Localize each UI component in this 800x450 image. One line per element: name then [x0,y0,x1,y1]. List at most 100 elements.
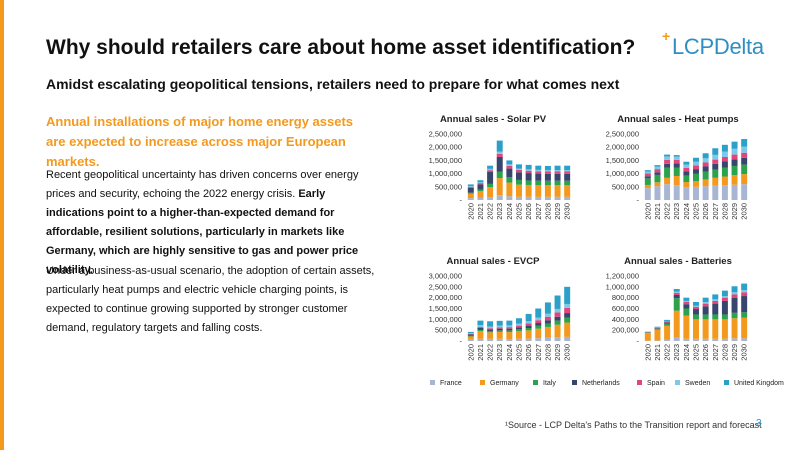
bar-spain-2020 [467,186,474,188]
logo-plus-icon: + [662,28,671,44]
bar-netherlands-2026 [525,325,532,328]
bar-germany-2027 [712,177,719,186]
legend-item-france: France [430,380,462,387]
bar-spain-2025 [516,325,522,328]
bar-netherlands-2030 [564,173,571,181]
bar-germany-2026 [702,179,709,187]
bar-france-2020 [467,198,474,200]
y-tick-label: 2,500,000 [429,130,462,139]
bar-france-2023 [496,195,503,200]
x-tick-label: 2026 [701,203,710,220]
bar-spain-2030 [564,307,571,314]
x-tick-label: 2030 [740,344,749,361]
chart-title-batteries: Annual sales - Batteries [624,256,732,267]
x-tick-label: 2023 [495,203,504,220]
bar-italy-2021 [654,174,661,183]
legend-swatch [675,380,680,385]
x-tick-label: 2024 [505,344,514,361]
bar-spain-2027 [535,320,542,324]
bar-italy-2029 [731,312,738,319]
bar-sweden-2021 [477,182,484,184]
bar-france-2025 [693,338,699,341]
bar-italy-2024 [683,308,690,316]
bar-italy-2030 [741,312,748,318]
x-tick-label: 2029 [553,203,562,220]
bar-united-kingdom-2022 [664,319,671,321]
legend-label: Spain [647,380,665,387]
bar-germany-2029 [731,318,738,339]
y-tick-label: 2,500,000 [606,130,639,139]
bar-sweden-2024 [683,164,690,168]
chart-legend: France Germany Italy Netherlands Spain Sweden… [430,380,784,392]
bar-netherlands-2027 [535,173,542,181]
bar-germany-2022 [487,187,494,198]
bar-germany-2030 [564,185,571,197]
bar-spain-2027 [712,159,719,164]
bar-france-2025 [516,196,522,200]
y-tick-label: 1,500,000 [429,156,462,165]
bar-united-kingdom-2028 [544,165,551,171]
y-tick-label: 1,000,000 [429,169,462,178]
bar-france-2024 [683,338,690,341]
bar-germany-2023 [496,331,503,339]
bar-sweden-2027 [535,169,542,172]
bar-italy-2027 [712,314,719,320]
y-tick-label: 1,000,000 [606,282,639,291]
bar-netherlands-2028 [721,161,728,168]
bar-sweden-2029 [731,148,738,155]
bar-germany-2028 [544,185,551,197]
bar-spain-2024 [506,327,513,329]
x-tick-label: 2026 [524,203,533,220]
y-tick-label: 200,000 [612,326,639,335]
bar-france-2021 [477,197,484,200]
bar-united-kingdom-2022 [487,165,494,169]
bar-sweden-2029 [554,308,561,313]
bar-france-2026 [702,338,709,341]
bar-united-kingdom-2023 [673,289,680,292]
bar-italy-2020 [644,178,651,185]
bar-france-2027 [535,338,542,341]
bar-italy-2028 [721,314,728,320]
y-tick-label: 400,000 [612,315,639,324]
legend-label: Germany [490,380,519,387]
bar-united-kingdom-2021 [654,165,661,167]
bar-netherlands-2024 [506,328,513,331]
bar-united-kingdom-2026 [525,313,532,322]
bar-france-2028 [544,337,551,341]
bar-spain-2023 [673,292,680,295]
bar-united-kingdom-2024 [683,161,690,165]
x-tick-label: 2022 [663,203,672,220]
bar-germany-2025 [516,184,522,197]
bar-france-2026 [702,186,709,200]
bar-spain-2023 [496,153,503,157]
bar-sweden-2027 [712,299,719,301]
bar-united-kingdom-2027 [712,294,719,300]
bar-united-kingdom-2020 [644,170,651,172]
bar-france-2022 [664,184,671,200]
bar-sweden-2028 [721,296,728,298]
bar-united-kingdom-2023 [496,140,503,152]
x-tick-label: 2020 [466,203,475,220]
page-number: 3 [756,418,762,429]
bar-united-kingdom-2024 [683,297,690,301]
bar-sweden-2026 [525,321,532,324]
y-tick-label: 3,000,000 [429,272,462,281]
y-tick-label: 500,000 [612,182,639,191]
bar-sweden-2021 [654,166,661,170]
bar-united-kingdom-2030 [564,165,571,171]
x-tick-label: 2020 [466,344,475,361]
x-tick-label: 2028 [543,203,552,220]
bar-sweden-2029 [731,292,738,295]
bar-netherlands-2021 [477,327,484,330]
x-tick-label: 2022 [486,203,495,220]
bar-italy-2026 [702,171,709,180]
bar-france-2023 [496,338,503,341]
bar-spain-2028 [544,316,551,321]
bar-sweden-2029 [554,170,561,172]
bar-sweden-2030 [564,170,571,172]
bar-france-2029 [554,196,561,200]
bar-united-kingdom-2022 [487,321,494,327]
bar-spain-2025 [693,165,699,170]
bar-netherlands-2025 [693,169,699,174]
x-tick-label: 2027 [534,344,543,361]
